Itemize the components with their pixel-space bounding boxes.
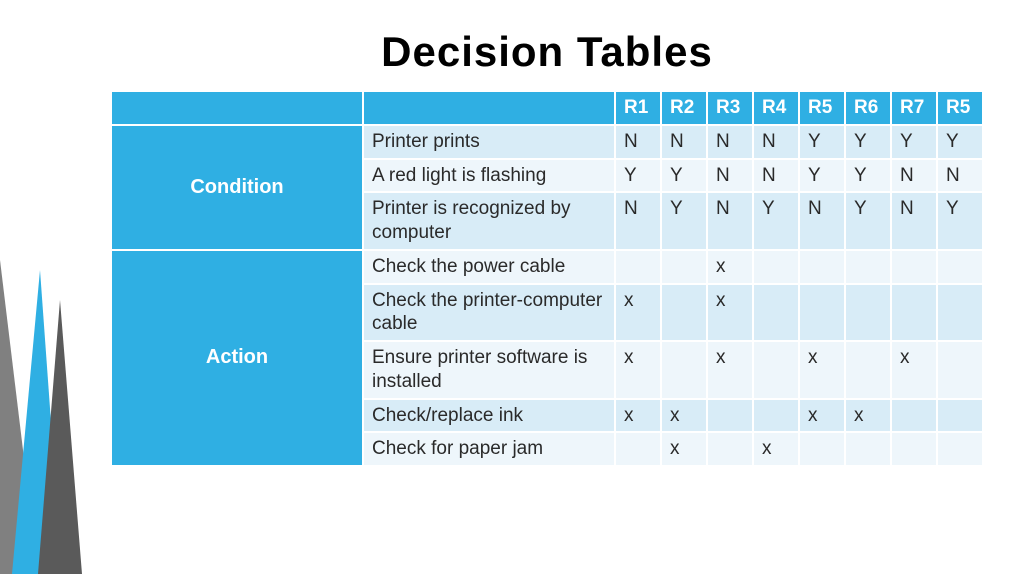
cell-value: N <box>707 192 753 250</box>
cell-value: Y <box>891 125 937 159</box>
row-label: Check for paper jam <box>363 432 615 466</box>
row-label: Ensure printer software is installed <box>363 341 615 399</box>
rule-header: R7 <box>891 91 937 125</box>
group-label: Action <box>111 250 363 466</box>
cell-value: Y <box>799 125 845 159</box>
cell-value <box>753 341 799 399</box>
row-label: Printer prints <box>363 125 615 159</box>
row-label: Check/replace ink <box>363 399 615 433</box>
cell-value: N <box>891 159 937 193</box>
cell-value <box>845 284 891 342</box>
cell-value: x <box>615 341 661 399</box>
cell-value: x <box>799 399 845 433</box>
cell-value: x <box>891 341 937 399</box>
cell-value <box>937 432 983 466</box>
cell-value: Y <box>937 125 983 159</box>
cell-value: x <box>661 432 707 466</box>
cell-value: Y <box>753 192 799 250</box>
rule-header: R4 <box>753 91 799 125</box>
cell-value: Y <box>615 159 661 193</box>
table-row: ConditionPrinter printsNNNNYYYY <box>111 125 983 159</box>
slide-title: Decision Tables <box>110 28 984 76</box>
cell-value <box>891 432 937 466</box>
rule-header: R2 <box>661 91 707 125</box>
cell-value <box>891 250 937 284</box>
cell-value <box>891 399 937 433</box>
row-label: Printer is recognized by computer <box>363 192 615 250</box>
cell-value: x <box>615 399 661 433</box>
decision-table: R1 R2 R3 R4 R5 R6 R7 R5 ConditionPrinter… <box>110 90 984 467</box>
cell-value: x <box>615 284 661 342</box>
cell-value <box>661 284 707 342</box>
cell-value <box>845 341 891 399</box>
rule-header: R1 <box>615 91 661 125</box>
cell-value: N <box>937 159 983 193</box>
cell-value: Y <box>845 192 891 250</box>
cell-value: Y <box>661 159 707 193</box>
cell-value: N <box>753 125 799 159</box>
cell-value <box>937 250 983 284</box>
cell-value: Y <box>937 192 983 250</box>
table-header-row: R1 R2 R3 R4 R5 R6 R7 R5 <box>111 91 983 125</box>
cell-value <box>753 399 799 433</box>
slide-content: Decision Tables R1 R2 R3 R4 R5 R6 R7 R5 … <box>0 0 1024 497</box>
cell-value: N <box>615 125 661 159</box>
cell-value: x <box>799 341 845 399</box>
cell-value: N <box>661 125 707 159</box>
header-blank-1 <box>111 91 363 125</box>
cell-value: x <box>707 341 753 399</box>
cell-value: N <box>753 159 799 193</box>
cell-value: x <box>707 250 753 284</box>
cell-value: Y <box>661 192 707 250</box>
rule-header: R3 <box>707 91 753 125</box>
row-label: Check the power cable <box>363 250 615 284</box>
cell-value: N <box>799 192 845 250</box>
cell-value <box>799 284 845 342</box>
cell-value: N <box>707 159 753 193</box>
cell-value: Y <box>845 125 891 159</box>
cell-value: x <box>661 399 707 433</box>
cell-value <box>753 284 799 342</box>
cell-value: x <box>707 284 753 342</box>
cell-value: Y <box>799 159 845 193</box>
cell-value <box>661 250 707 284</box>
cell-value: N <box>707 125 753 159</box>
cell-value <box>707 399 753 433</box>
cell-value: N <box>891 192 937 250</box>
rule-header: R6 <box>845 91 891 125</box>
cell-value <box>937 399 983 433</box>
cell-value <box>799 250 845 284</box>
rule-header: R5 <box>937 91 983 125</box>
cell-value <box>753 250 799 284</box>
cell-value <box>707 432 753 466</box>
row-label: A red light is flashing <box>363 159 615 193</box>
cell-value <box>615 250 661 284</box>
cell-value <box>799 432 845 466</box>
cell-value: x <box>845 399 891 433</box>
cell-value <box>937 341 983 399</box>
row-label: Check the printer-computer cable <box>363 284 615 342</box>
cell-value <box>615 432 661 466</box>
cell-value <box>891 284 937 342</box>
rule-header: R5 <box>799 91 845 125</box>
header-blank-2 <box>363 91 615 125</box>
cell-value <box>661 341 707 399</box>
cell-value <box>845 250 891 284</box>
cell-value <box>937 284 983 342</box>
cell-value <box>845 432 891 466</box>
cell-value: x <box>753 432 799 466</box>
table-row: ActionCheck the power cablex <box>111 250 983 284</box>
group-label: Condition <box>111 125 363 250</box>
cell-value: Y <box>845 159 891 193</box>
cell-value: N <box>615 192 661 250</box>
